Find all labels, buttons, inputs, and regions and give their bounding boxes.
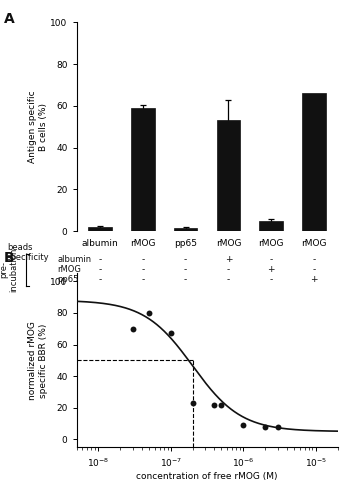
Text: -: -: [98, 255, 102, 264]
Text: A: A: [3, 12, 14, 26]
Point: [219, 401, 224, 409]
Text: pp65: pp65: [57, 275, 79, 284]
Point: [146, 309, 152, 317]
Y-axis label: Antigen specific
B cells (%): Antigen specific B cells (%): [28, 90, 48, 163]
Bar: [131, 108, 155, 231]
Bar: [260, 221, 283, 231]
Text: rMOG: rMOG: [57, 265, 81, 274]
Text: -: -: [98, 265, 102, 274]
Bar: [302, 93, 326, 231]
Text: -: -: [313, 265, 316, 274]
Text: -: -: [313, 255, 316, 264]
Bar: [174, 228, 197, 231]
Text: -: -: [227, 265, 230, 274]
Text: +: +: [225, 255, 232, 264]
Point: [240, 421, 246, 429]
Text: -: -: [98, 275, 102, 284]
Y-axis label: normalized rMOG
specific BBR (%): normalized rMOG specific BBR (%): [28, 321, 48, 400]
Text: -: -: [227, 275, 230, 284]
Text: +: +: [310, 275, 318, 284]
Point: [130, 325, 136, 332]
Text: albumin: albumin: [57, 255, 92, 264]
Text: beads
specificity: beads specificity: [7, 243, 49, 262]
Point: [190, 399, 196, 407]
Text: -: -: [184, 265, 187, 274]
Text: -: -: [141, 275, 144, 284]
Point: [212, 401, 217, 409]
X-axis label: concentration of free rMOG (M): concentration of free rMOG (M): [136, 472, 278, 481]
Text: -: -: [141, 265, 144, 274]
Text: -: -: [141, 255, 144, 264]
Point: [275, 423, 280, 431]
Bar: [88, 227, 112, 231]
Text: -: -: [270, 255, 273, 264]
Text: pre-
incubation: pre- incubation: [0, 248, 18, 292]
Point: [168, 330, 174, 337]
Point: [262, 423, 268, 431]
Text: +: +: [268, 265, 275, 274]
Text: -: -: [184, 275, 187, 284]
Text: B: B: [3, 251, 14, 265]
Text: -: -: [184, 255, 187, 264]
Bar: [217, 120, 240, 231]
Text: -: -: [270, 275, 273, 284]
